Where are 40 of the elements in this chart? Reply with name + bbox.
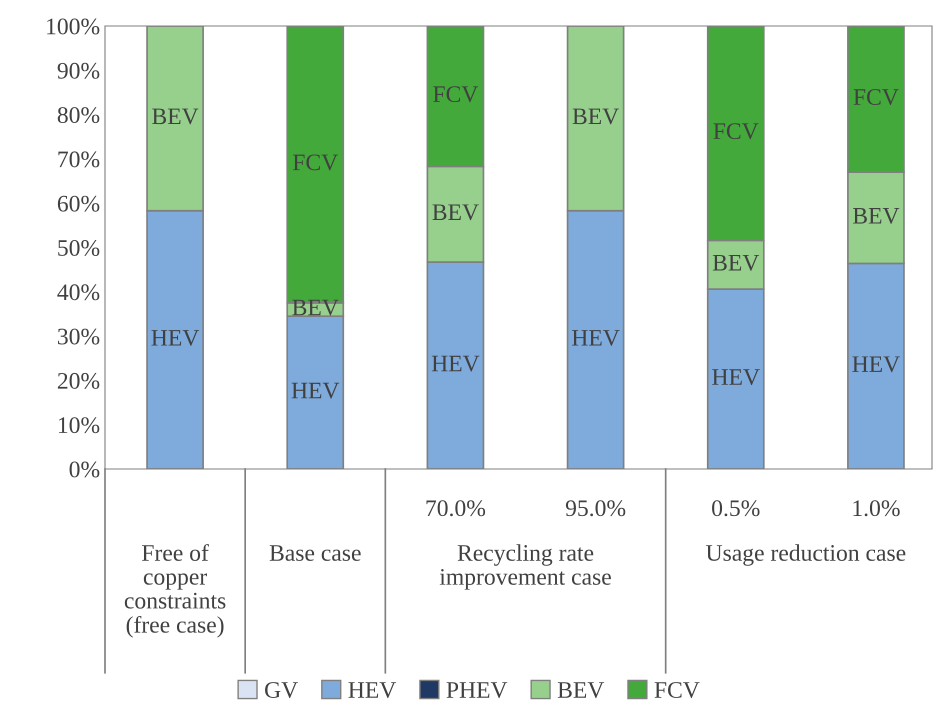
text: Recycling rate improvement case [440,544,611,590]
text: BEV [292,300,339,316]
text: HEV [152,330,200,346]
text: Free of copper constraints (free case) [124,544,226,638]
legend-label: HEV [348,682,396,698]
x-tick-label: 95.0% [566,500,626,516]
text: FCV [713,123,758,140]
text: BEV [712,254,760,271]
x-tick-label: 0.5% [712,500,760,516]
text: HEV [292,382,340,399]
y-tick-label: 60% [58,196,100,212]
text: FCV [292,154,338,170]
y-tick-label: 50% [58,240,100,256]
text: HEV [572,330,620,346]
text: BEV [432,204,479,220]
y-tick-label: 90% [58,62,100,79]
legend-label: BEV [558,682,604,698]
text: HEV [432,356,480,372]
x-tick-label: 70.0% [426,500,486,516]
y-tick-label: 40% [57,284,100,300]
text: FCV [433,86,478,102]
y-tick-label: 20% [58,372,100,389]
text: BEV [152,108,198,124]
text: BEV [853,208,900,224]
y-tick-label: 10% [58,417,100,434]
x-tick-label: 1.0% [853,500,900,516]
legend-label: FCV [654,682,700,698]
text: HEV [712,369,760,386]
text: HEV [852,356,900,372]
y-tick-label: 80% [58,107,100,124]
text: Base case [270,545,361,561]
legend-label: GV [265,682,298,698]
text: Usage reduction case [706,544,906,566]
text: FCV [854,89,899,106]
y-tick-label: 30% [58,328,100,345]
y-tick-label: 70% [58,151,100,168]
legend-label: PHEV [446,682,508,698]
y-tick-label: 0% [70,461,100,478]
y-tick-label: 100% [47,18,100,34]
text: BEV [572,108,619,124]
